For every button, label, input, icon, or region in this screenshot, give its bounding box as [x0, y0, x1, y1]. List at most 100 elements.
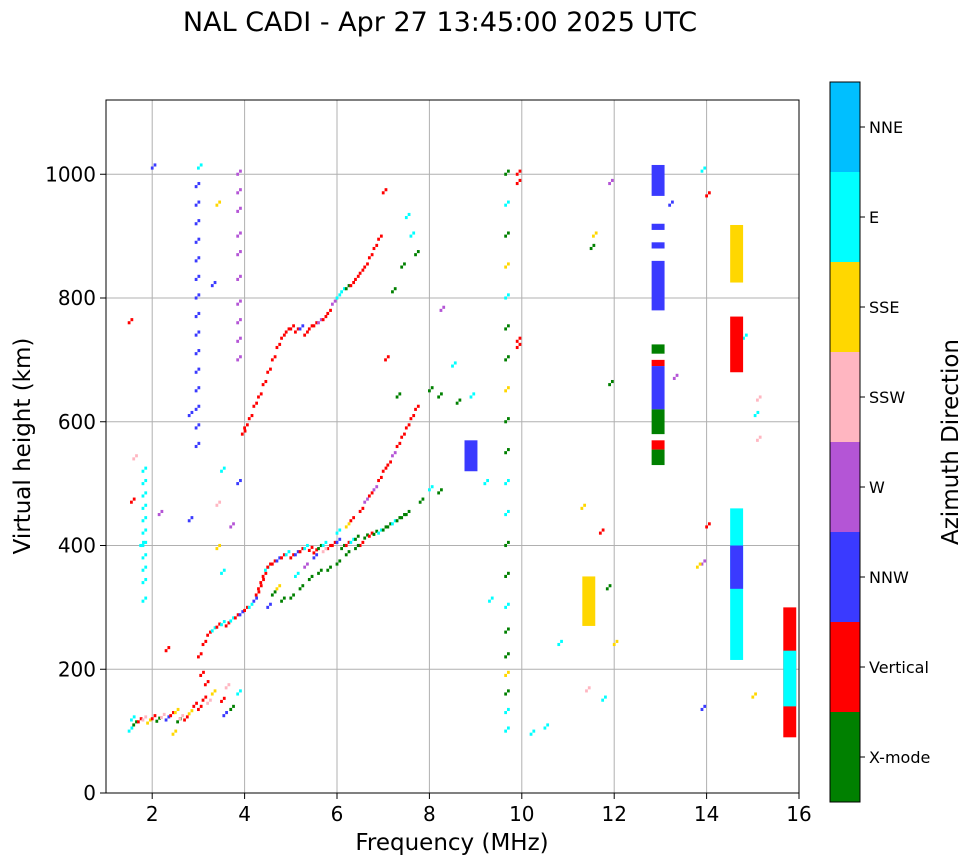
echo-point — [220, 571, 223, 575]
echo-point — [507, 540, 510, 544]
echo-point — [610, 379, 614, 384]
echo-point — [333, 299, 337, 303]
echo-point — [543, 726, 547, 730]
echo-point — [215, 625, 219, 629]
echo-point — [194, 389, 198, 393]
echo-point — [529, 732, 533, 736]
echo-point — [280, 336, 283, 340]
echo-point — [391, 454, 394, 458]
echo-point — [183, 718, 186, 722]
echo-point — [315, 548, 319, 552]
echo-point — [379, 475, 383, 479]
echo-point — [504, 729, 508, 733]
echo-point — [367, 494, 371, 498]
echo-point — [298, 550, 302, 554]
echo-point — [329, 308, 332, 312]
echo-point — [215, 503, 219, 507]
echo-point — [366, 262, 369, 266]
echo-point — [194, 407, 198, 411]
echo-point — [389, 460, 392, 464]
echo-point — [282, 553, 286, 557]
echo-point — [504, 482, 508, 486]
echo-point — [136, 720, 140, 724]
echo-point — [185, 715, 189, 719]
echo-point — [356, 274, 360, 278]
echo-point — [504, 296, 508, 300]
echo-point — [430, 485, 434, 489]
echo-point — [507, 571, 510, 575]
echo-point — [384, 466, 388, 470]
echo-point — [199, 163, 203, 167]
echo-point — [428, 488, 431, 492]
echo-point — [358, 509, 362, 514]
echo-point — [338, 293, 342, 297]
echo-point — [306, 562, 309, 566]
echo-point — [141, 568, 145, 572]
echo-point — [303, 565, 307, 569]
data-layer — [127, 163, 797, 738]
echo-point — [310, 574, 314, 578]
colorbar-category-label: Vertical — [869, 658, 929, 677]
echo-point — [239, 206, 242, 210]
echo-point — [187, 414, 191, 418]
echo-point — [507, 169, 510, 173]
echo-point — [592, 234, 595, 238]
echo-point — [504, 655, 508, 659]
echo-point — [227, 683, 231, 687]
echo-point — [172, 711, 175, 715]
echo-point — [130, 318, 134, 322]
echo-point — [222, 696, 226, 700]
echo-point — [199, 673, 203, 677]
echo-column — [651, 359, 665, 367]
echo-point — [754, 692, 757, 696]
echo-point — [367, 256, 371, 260]
echo-point — [340, 547, 344, 551]
echo-point — [239, 169, 242, 173]
echo-point — [204, 639, 208, 643]
echo-point — [259, 584, 263, 588]
echo-point — [395, 444, 399, 449]
echo-point — [455, 401, 459, 405]
echo-point — [141, 581, 145, 585]
echo-point — [546, 723, 550, 727]
echo-point — [144, 596, 148, 600]
echo-column — [651, 164, 665, 196]
echo-point — [301, 584, 305, 588]
echo-point — [414, 253, 417, 257]
echo-point — [169, 714, 173, 718]
echo-point — [164, 649, 168, 653]
echo-point — [504, 172, 508, 176]
echo-point — [507, 262, 510, 266]
echo-point — [488, 599, 491, 603]
echo-point — [229, 619, 233, 623]
echo-point — [335, 531, 339, 535]
echo-point — [141, 556, 145, 560]
echo-point — [354, 547, 357, 551]
echo-point — [144, 715, 148, 719]
echo-point — [504, 630, 508, 634]
colorbar-category-label: NNE — [869, 118, 903, 137]
echo-point — [160, 715, 163, 720]
echo-point — [158, 716, 161, 720]
echo-column — [651, 409, 665, 435]
echo-point — [329, 543, 332, 548]
echo-point — [608, 584, 612, 588]
echo-point — [507, 355, 510, 359]
echo-point — [756, 438, 759, 442]
echo-point — [347, 522, 351, 526]
echo-point — [372, 532, 376, 536]
plot-area: 2 4 6 8 10 12 14 16 0 200 400 600 800 1000 — [45, 99, 812, 826]
echo-column — [651, 242, 665, 249]
echo-point — [197, 655, 200, 659]
echo-point — [601, 698, 605, 702]
echo-point — [239, 336, 242, 340]
echo-point — [324, 540, 328, 544]
echo-point — [366, 533, 369, 537]
echo-point — [507, 509, 510, 514]
echo-point — [507, 293, 510, 297]
echo-point — [343, 543, 346, 548]
echo-point — [705, 194, 708, 198]
echo-point — [210, 692, 214, 696]
plot-background — [106, 100, 799, 793]
echo-point — [504, 673, 508, 677]
